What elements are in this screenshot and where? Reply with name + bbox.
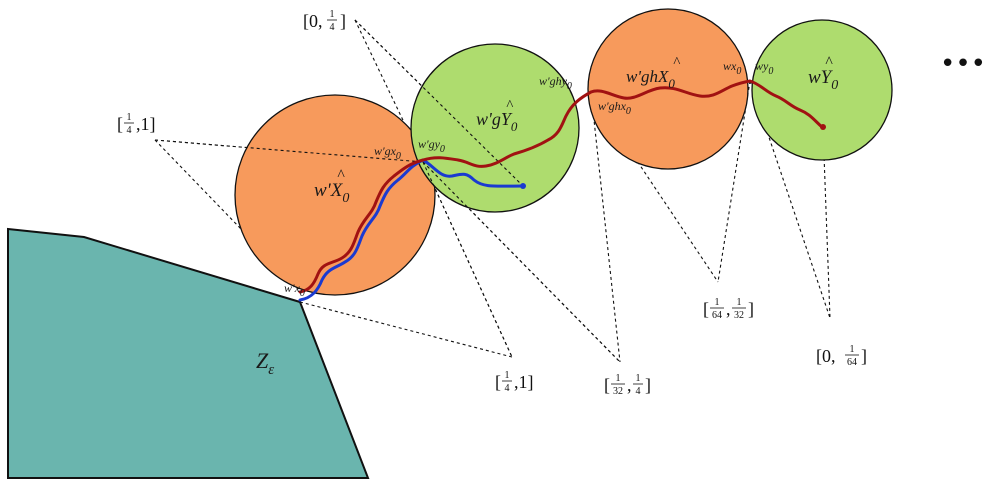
svg-text:1: 1 — [330, 9, 335, 20]
ellipsis: ••• — [940, 49, 986, 79]
region-label: Zε — [256, 348, 274, 378]
svg-text:4: 4 — [330, 22, 335, 33]
svg-text:]: ] — [340, 11, 346, 31]
interval-label-0-quarter: [0, 1 4 ] — [303, 9, 346, 33]
svg-text:1: 1 — [127, 112, 132, 123]
svg-text:1: 1 — [505, 370, 510, 381]
svg-text:,: , — [726, 299, 731, 319]
circle-wg-y0 — [410, 43, 580, 213]
circle-label-w-y0: wY0 — [808, 67, 838, 93]
point-label-wgh-x0: w'ghx0 — [598, 99, 631, 117]
point-label-w-y0: wy0 — [755, 59, 773, 77]
interval-label-quarter-1-upper: [ 1 4 ,1] — [117, 112, 156, 136]
red-path — [298, 79, 825, 294]
svg-text:]: ] — [645, 375, 651, 395]
interval-label-0-64th: [0, 1 64 ] — [816, 344, 867, 368]
svg-text:[0,: [0, — [303, 11, 323, 31]
svg-text:32: 32 — [613, 386, 623, 397]
interval-label-quarter-1-lower: [ 1 4 ,1] — [495, 370, 534, 394]
hat-w-x0: ^ — [337, 167, 345, 184]
circle-label-w-x0: w'X0 — [314, 180, 349, 206]
svg-text:1: 1 — [850, 344, 855, 355]
point-label-wg-x0: w'gx0 — [374, 144, 401, 162]
svg-text:,: , — [627, 375, 632, 395]
svg-text:1: 1 — [715, 297, 720, 308]
svg-text:[: [ — [117, 114, 123, 134]
svg-text:64: 64 — [847, 357, 857, 368]
region-z-epsilon — [7, 227, 370, 479]
svg-text:[: [ — [495, 372, 501, 392]
point-label-wgh-y0: w'ghy0 — [539, 74, 572, 92]
interval-label-64th-32nd: [ 1 64 , 1 32 ] — [703, 297, 754, 321]
point-label-w-x0-right: wx0 — [723, 59, 741, 77]
svg-text:]: ] — [861, 346, 867, 366]
point-label-w-x0: w'x0 — [284, 281, 305, 299]
point-label-wg-y0: w'gy0 — [418, 137, 445, 155]
red-path-end — [820, 124, 826, 130]
leader-lines-over — [154, 19, 621, 363]
svg-text:[: [ — [703, 299, 709, 319]
hat-w-y0: ^ — [825, 54, 833, 71]
circle-w-x0 — [234, 94, 436, 296]
svg-text:,1]: ,1] — [136, 114, 156, 134]
blue-path — [298, 158, 525, 302]
svg-text:4: 4 — [636, 386, 641, 397]
svg-text:1: 1 — [737, 297, 742, 308]
svg-text:1: 1 — [616, 373, 621, 384]
svg-text:1: 1 — [636, 373, 641, 384]
circle-label-wg-y0: w'gY0 — [476, 109, 518, 134]
hat-wg-y0: ^ — [506, 98, 514, 114]
svg-text:,1]: ,1] — [514, 372, 534, 392]
svg-text:4: 4 — [505, 383, 510, 394]
svg-text:64: 64 — [712, 310, 722, 321]
svg-text:[: [ — [604, 375, 610, 395]
circle-w-y0 — [751, 19, 893, 161]
blue-path-end — [520, 183, 526, 189]
hat-wgh-x0: ^ — [673, 55, 681, 71]
circle-label-wgh-x0: w'ghX0 — [626, 67, 675, 91]
svg-text:]: ] — [748, 299, 754, 319]
svg-text:4: 4 — [127, 125, 132, 136]
svg-text:32: 32 — [734, 310, 744, 321]
svg-text:[0,: [0, — [816, 346, 836, 366]
interval-label-32nd-quarter: [ 1 32 , 1 4 ] — [604, 373, 651, 397]
